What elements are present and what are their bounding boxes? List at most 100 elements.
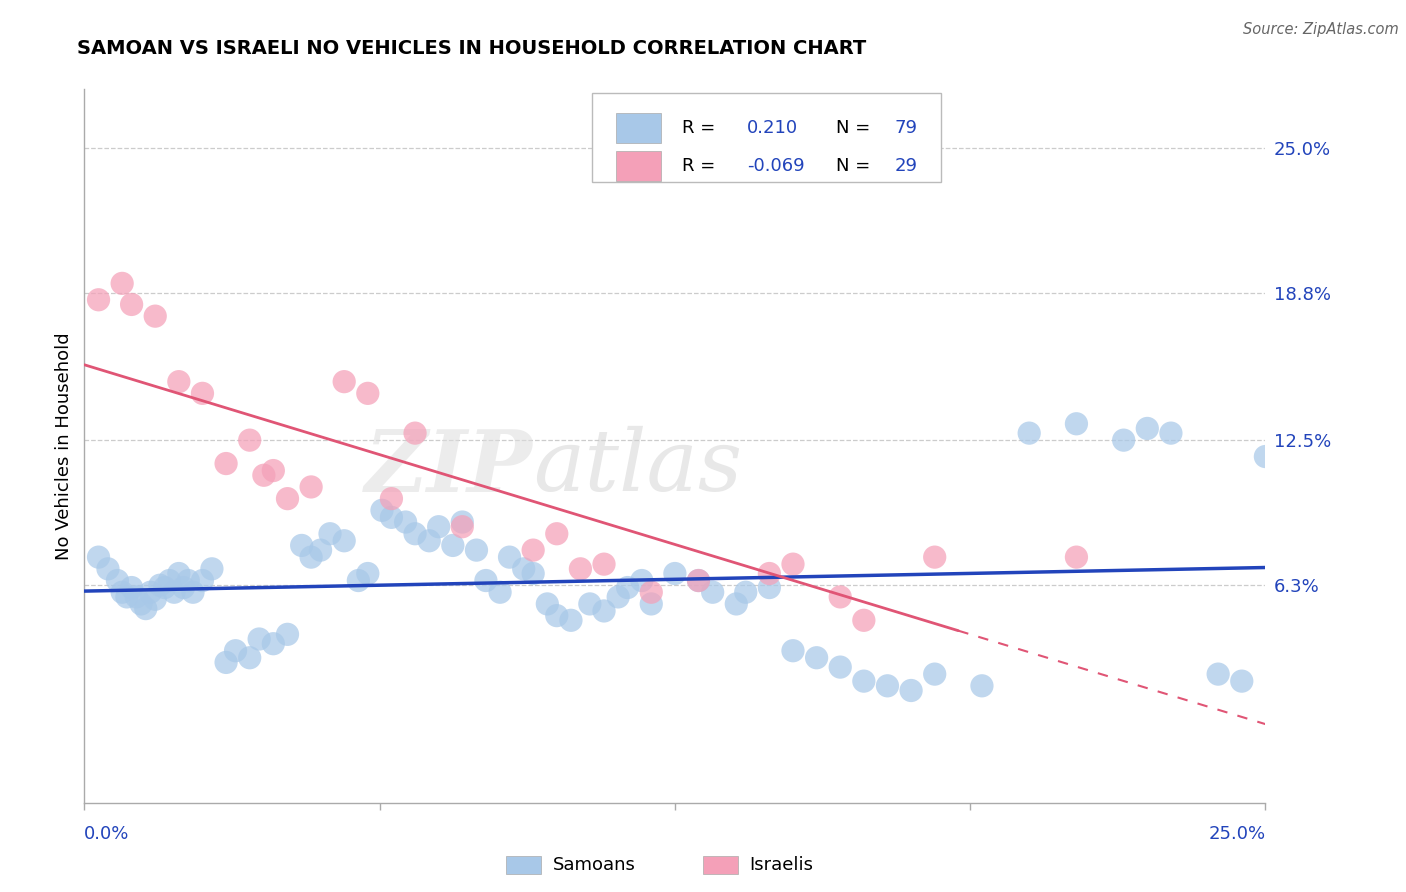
Point	[125, 590, 148, 604]
Point	[830, 590, 852, 604]
Point	[309, 543, 332, 558]
Point	[121, 581, 143, 595]
Point	[852, 674, 875, 689]
Point	[1206, 667, 1229, 681]
Point	[546, 526, 568, 541]
Point	[177, 574, 200, 588]
Point	[579, 597, 602, 611]
Point	[593, 604, 616, 618]
Point	[262, 637, 284, 651]
Point	[139, 585, 162, 599]
Point	[451, 515, 474, 529]
Point	[276, 491, 298, 506]
Point	[404, 526, 426, 541]
Point	[522, 566, 544, 581]
Point	[357, 386, 380, 401]
Point	[347, 574, 370, 588]
Point	[1230, 674, 1253, 689]
Point	[852, 613, 875, 627]
Point	[630, 574, 652, 588]
Text: R =: R =	[682, 157, 716, 175]
Point	[167, 375, 190, 389]
Point	[1136, 421, 1159, 435]
Point	[215, 457, 238, 471]
Point	[607, 590, 630, 604]
Text: 79: 79	[894, 119, 918, 136]
Point	[593, 557, 616, 571]
Point	[333, 375, 356, 389]
FancyBboxPatch shape	[616, 112, 661, 143]
Point	[97, 562, 120, 576]
Point	[143, 592, 166, 607]
Point	[418, 533, 440, 548]
Text: 29: 29	[894, 157, 918, 175]
Point	[276, 627, 298, 641]
Point	[560, 613, 582, 627]
Y-axis label: No Vehicles in Household: No Vehicles in Household	[55, 332, 73, 560]
Point	[333, 533, 356, 548]
Text: -0.069: -0.069	[747, 157, 804, 175]
Text: 25.0%: 25.0%	[1208, 825, 1265, 843]
Text: SAMOAN VS ISRAELI NO VEHICLES IN HOUSEHOLD CORRELATION CHART: SAMOAN VS ISRAELI NO VEHICLES IN HOUSEHO…	[77, 39, 866, 58]
Point	[465, 543, 488, 558]
Point	[191, 574, 214, 588]
Point	[758, 581, 780, 595]
Point	[498, 550, 520, 565]
Point	[806, 650, 828, 665]
FancyBboxPatch shape	[592, 93, 941, 182]
Point	[1066, 550, 1088, 565]
Point	[239, 433, 262, 447]
Point	[1254, 450, 1277, 464]
Point	[725, 597, 748, 611]
FancyBboxPatch shape	[616, 151, 661, 181]
Point	[782, 644, 804, 658]
Point	[758, 566, 780, 581]
Point	[253, 468, 276, 483]
Point	[536, 597, 558, 611]
Point	[489, 585, 512, 599]
Point	[394, 515, 416, 529]
Point	[380, 510, 402, 524]
Point	[129, 597, 152, 611]
Point	[640, 597, 662, 611]
Text: Source: ZipAtlas.com: Source: ZipAtlas.com	[1243, 22, 1399, 37]
Text: atlas: atlas	[533, 426, 742, 508]
Point	[121, 297, 143, 311]
Point	[247, 632, 270, 646]
Text: N =: N =	[835, 157, 870, 175]
Point	[688, 574, 710, 588]
Point	[451, 519, 474, 533]
Point	[404, 426, 426, 441]
Point	[149, 578, 172, 592]
Point	[262, 464, 284, 478]
Point	[107, 574, 129, 588]
Point	[111, 277, 134, 291]
Point	[299, 550, 322, 565]
Point	[225, 644, 247, 658]
Point	[1160, 426, 1182, 441]
Text: 0.0%: 0.0%	[84, 825, 129, 843]
Point	[87, 293, 110, 307]
Point	[173, 581, 195, 595]
Point	[215, 656, 238, 670]
Text: 0.210: 0.210	[747, 119, 799, 136]
Text: ZIP: ZIP	[366, 425, 533, 509]
Point	[1066, 417, 1088, 431]
Point	[441, 538, 464, 552]
Point	[111, 585, 134, 599]
Point	[522, 543, 544, 558]
Point	[876, 679, 898, 693]
Point	[157, 574, 180, 588]
Point	[664, 566, 686, 581]
Text: N =: N =	[835, 119, 870, 136]
Point	[427, 519, 450, 533]
Point	[153, 581, 176, 595]
Point	[734, 585, 756, 599]
Point	[291, 538, 314, 552]
Point	[1112, 433, 1135, 447]
Point	[1018, 426, 1040, 441]
Point	[924, 550, 946, 565]
Point	[143, 309, 166, 323]
Point	[782, 557, 804, 571]
Point	[201, 562, 224, 576]
